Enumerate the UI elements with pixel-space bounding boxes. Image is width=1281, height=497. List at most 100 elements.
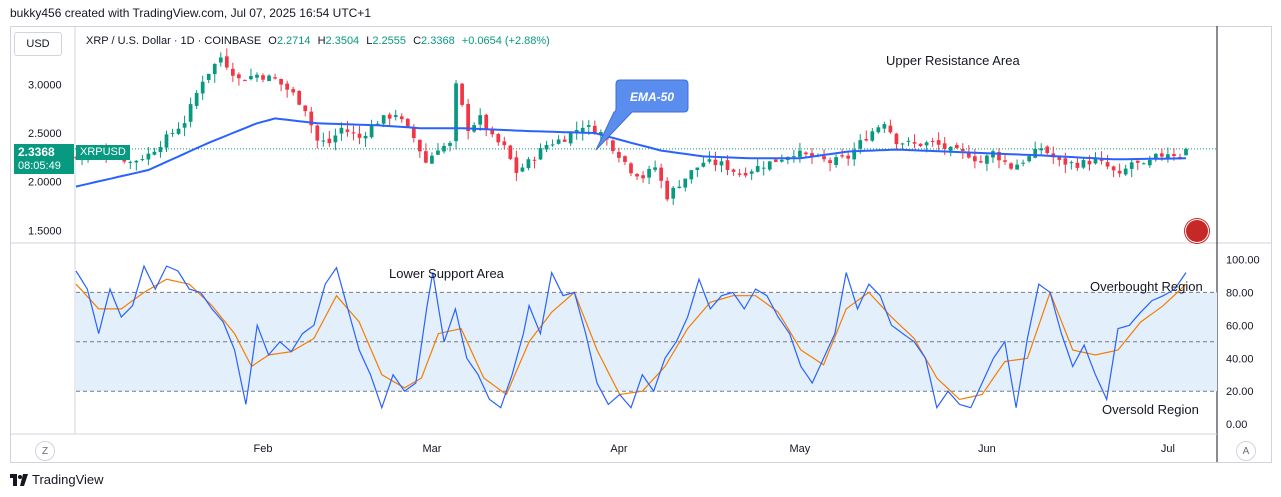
candle-body (526, 159, 531, 169)
candle (629, 162, 633, 177)
candle-body (345, 129, 350, 132)
candle (490, 126, 495, 138)
lower-support-annotation: Lower Support Area (389, 266, 505, 281)
candle-body (508, 145, 513, 159)
candle-body (623, 156, 627, 163)
candle (761, 161, 766, 176)
candle (743, 167, 748, 178)
candle (985, 154, 989, 171)
candles (74, 48, 1188, 205)
candle (1069, 160, 1074, 170)
candle (713, 151, 718, 172)
candle-body (749, 171, 754, 174)
auto-scale-button[interactable]: A (1236, 441, 1256, 461)
candle-body (249, 75, 253, 80)
candle-body (1015, 164, 1019, 170)
candle-body (357, 133, 362, 138)
candle-body (707, 159, 712, 162)
candle-body (574, 129, 579, 133)
candle-body (779, 159, 784, 162)
candle (623, 155, 627, 166)
candle (1015, 159, 1019, 170)
candle-body (647, 168, 651, 178)
candle (1045, 145, 1050, 155)
candle (1123, 164, 1128, 176)
candle (309, 106, 314, 134)
candle-body (496, 134, 501, 143)
candle-body (188, 104, 193, 122)
candle (315, 124, 320, 149)
candle (484, 113, 489, 137)
candle-body (230, 68, 235, 76)
rsi-axis: 100.00 80.00 60.00 40.00 20.00 0.00 (1226, 254, 1260, 431)
candle (1166, 147, 1170, 163)
candle-body (502, 141, 507, 146)
candle (291, 86, 296, 96)
currency-button[interactable]: USD (14, 32, 62, 56)
candle-body (894, 133, 899, 145)
candle-body (888, 125, 893, 133)
candle-body (810, 153, 814, 158)
candle-body (695, 167, 700, 171)
candle-body (912, 142, 917, 144)
candle (671, 186, 676, 205)
candle-body (629, 163, 633, 174)
candle-body (1093, 158, 1098, 164)
candle (194, 90, 199, 110)
tradingview-logo[interactable]: TradingView (10, 472, 104, 487)
candle-body (924, 142, 929, 146)
candle-body (942, 143, 947, 149)
candle (665, 177, 670, 202)
us-flag-icon[interactable] (1185, 219, 1209, 243)
high-value: 2.3504 (325, 35, 360, 47)
candle-body (387, 114, 392, 119)
candle (206, 73, 211, 84)
candle-body (580, 127, 585, 132)
candle-body (671, 187, 676, 199)
candle (128, 160, 133, 169)
candle-body (906, 140, 911, 142)
candle-body (804, 152, 808, 155)
candle (538, 143, 543, 160)
candle-body (725, 160, 730, 170)
chart-credit: bukky456 created with TradingView.com, J… (10, 6, 371, 20)
candle-body (484, 114, 489, 130)
candle (357, 125, 362, 145)
candle-body (1123, 168, 1128, 175)
zoom-button[interactable]: Z (35, 441, 55, 461)
candle-body (146, 153, 151, 160)
rsi-tick-label: 0.00 (1226, 419, 1247, 431)
symbol-legend: XRP / U.S. Dollar · 1D · COINBASE O2.271… (86, 35, 550, 47)
candle (828, 157, 832, 172)
candle-body (882, 124, 887, 129)
candle-body (478, 115, 483, 125)
candle (454, 79, 458, 150)
candle-body (979, 161, 983, 163)
candle (508, 144, 513, 161)
candle (1021, 159, 1025, 167)
candle-body (381, 115, 386, 124)
candle-body (1033, 148, 1038, 158)
candle (333, 128, 338, 151)
last-price-tag: 2.3368 08:05:49 (14, 144, 74, 174)
candle (882, 121, 887, 133)
chart-frame (10, 26, 1272, 463)
candle-body (858, 140, 863, 149)
candle-body (273, 77, 277, 79)
candle-body (948, 146, 953, 151)
candle-body (315, 125, 320, 141)
candle (1141, 162, 1146, 165)
candle-body (218, 57, 223, 63)
candle-body (846, 155, 851, 159)
candle-body (822, 156, 826, 160)
candle-body (635, 173, 639, 177)
candle (562, 135, 567, 142)
candle (611, 139, 615, 154)
candle (641, 171, 645, 183)
candle-body (997, 151, 1001, 161)
candle (659, 163, 664, 189)
candle-body (930, 140, 935, 142)
candle (351, 125, 356, 141)
candle-body (568, 132, 573, 144)
